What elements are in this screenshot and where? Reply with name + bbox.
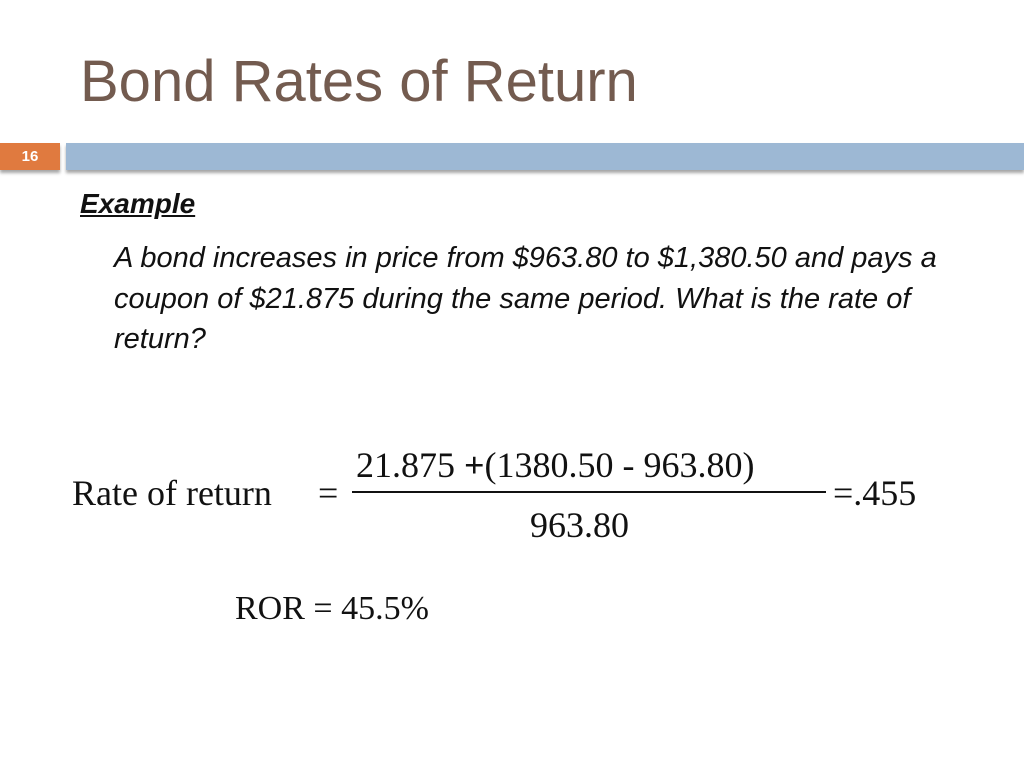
paragraph: A bond increases in price from $963.80 t… [114, 242, 937, 355]
numerator-term: (1380.50 [484, 445, 614, 485]
formula-lhs: Rate of return [72, 473, 272, 513]
formula-equals: = [318, 473, 339, 513]
numerator-operator: - [622, 445, 635, 485]
slide-title: Bond Rates of Return [80, 49, 638, 114]
title-bar [66, 143, 1024, 170]
numerator-operator: + [464, 445, 485, 485]
heading: Example [80, 188, 196, 219]
numerator-term: 963.80) [643, 445, 755, 485]
formula-result: =.455 [833, 473, 917, 513]
slide-number-box [0, 143, 60, 170]
formula-numerator: 21.875 +(1380.50 - 963.80) [356, 444, 755, 486]
conclusion: ROR = 45.5% [235, 590, 429, 627]
slide-number: 16 [21, 148, 39, 165]
fraction-line [352, 491, 826, 493]
numerator-term: 21.875 [356, 445, 455, 485]
formula-denominator: 963.80 [530, 505, 629, 545]
